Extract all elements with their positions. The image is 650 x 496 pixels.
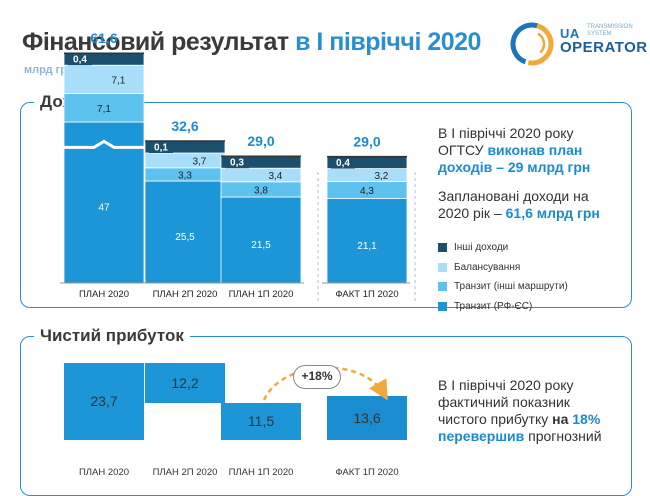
profit-data-label: 13,6 (353, 409, 381, 426)
income-total-label: 32,6 (171, 118, 198, 134)
profit-bar (145, 362, 225, 403)
income-other-box (149, 141, 173, 153)
income-data-label: 4,3 (360, 186, 374, 197)
legend-item-other: Інші доходи (438, 238, 568, 258)
profit-data-label: 11,5 (247, 413, 275, 430)
income-bar-Транзит (РФ-ЄС) (326, 198, 408, 284)
income-data-label: 7,1 (97, 104, 111, 115)
page-title: Фінансовий результат в І півріччі 2020 (22, 28, 481, 57)
income-total-label: 29,0 (353, 134, 380, 150)
income-bar-Транзит (інші маршрути) (63, 93, 145, 123)
legend-item-transit-other: Транзит (інші маршрути) (438, 277, 568, 297)
income-data-label: 3,2 (374, 171, 388, 182)
income-category-label: ПЛАН 2020 (79, 289, 129, 300)
income-bar-Транзит (РФ-ЄС) (220, 196, 302, 284)
profit-text: В І півріччі 2020 року фактичний показни… (438, 377, 602, 444)
income-other-box (331, 156, 355, 169)
profit-category-label: ФАКТ 1П 2020 (335, 467, 399, 478)
income-bar-Балансування (63, 64, 145, 94)
income-text-1: В І півріччі 2020 року ОГТСУ виконав пла… (438, 125, 591, 175)
profit-bar (327, 395, 407, 440)
title-main: Фінансовий результат (22, 28, 289, 56)
company-logo-icon (510, 22, 554, 66)
legend-swatch (438, 301, 447, 311)
income-data-label: 3,4 (268, 171, 282, 182)
income-total-label: 61,6 (90, 30, 117, 46)
profit-data-label: 23,7 (90, 393, 118, 410)
income-data-label: 0,4 (73, 55, 87, 66)
income-data-label: 21,5 (251, 240, 271, 251)
unit-label: млрд грн (24, 64, 74, 76)
income-other-box (68, 53, 92, 66)
profit-data-label: 12,2 (171, 374, 199, 391)
legend-swatch (438, 243, 447, 253)
income-data-label: 47 (98, 203, 110, 214)
profit-category-label: ПЛАН 1П 2020 (228, 467, 294, 478)
legend-item-transit-rfes: Транзит (РФ-ЄС) (438, 297, 568, 317)
legend-item-balancing: Балансування (438, 258, 568, 278)
income-data-label: 3,7 (192, 156, 206, 167)
income-category-label: ПЛАН 1П 2020 (229, 289, 294, 300)
income-data-label: 3,8 (254, 185, 268, 196)
income-bar-Транзит (РФ-ЄС) (144, 180, 226, 284)
profit-category-label: ПЛАН 2П 2020 (152, 467, 218, 478)
income-bar-Балансування (144, 152, 226, 169)
logo-sub: TRANSMISSION SYSTEM (587, 24, 633, 37)
axis-break-icon (64, 139, 144, 149)
legend-swatch (438, 262, 447, 272)
income-category-label: ФАКТ 1П 2020 (335, 289, 398, 300)
logo-ua: UA (560, 26, 580, 41)
profit-bar (221, 402, 301, 440)
income-text-2: Заплановані доходи на 2020 рік – 61,6 мл… (438, 188, 600, 221)
income-data-label: 3,3 (178, 170, 192, 181)
income-data-label: 0,1 (154, 143, 168, 154)
income-bar-Балансування (220, 167, 302, 183)
logo-operator: OPERATOR (560, 39, 648, 56)
income-category-label: ПЛАН 2П 2020 (153, 289, 218, 300)
profit-panel-title: Чистий прибуток (34, 326, 190, 346)
income-data-label: 7,1 (111, 75, 125, 86)
growth-badge: +18% (293, 365, 341, 389)
income-other-box (225, 156, 249, 169)
legend-swatch (438, 282, 447, 292)
income-total-label: 29,0 (247, 133, 274, 149)
income-data-label: 0,4 (336, 158, 350, 169)
income-panel (20, 102, 632, 308)
income-data-label: 25,5 (175, 232, 195, 243)
income-legend: Інші доходи Балансування Транзит (інші м… (438, 238, 568, 316)
profit-category-label: ПЛАН 2020 (78, 467, 130, 478)
income-data-label: 0,3 (230, 158, 244, 169)
profit-bar (64, 362, 144, 440)
income-bar-Балансування (326, 168, 408, 182)
title-period: в І півріччі 2020 (295, 28, 481, 56)
income-data-label: 21,1 (357, 241, 377, 252)
